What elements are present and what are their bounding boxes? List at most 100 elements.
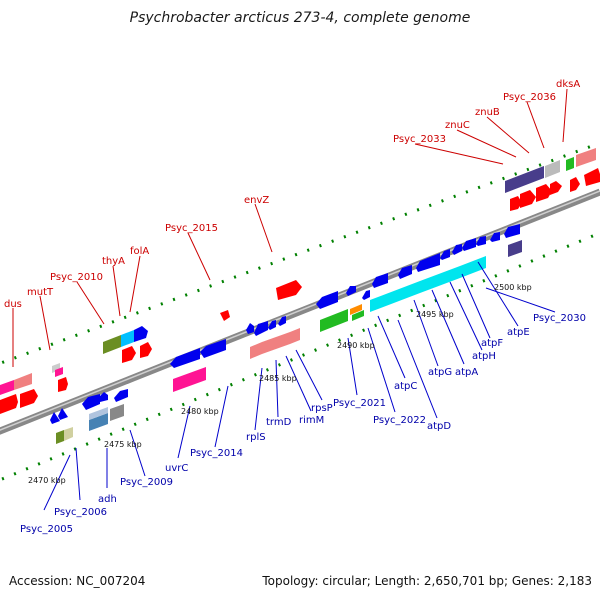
label-lines bbox=[12, 88, 568, 511]
gene-2033-block bbox=[505, 176, 518, 193]
scale-label: 2470 kbp bbox=[28, 476, 66, 485]
gene-znuB-arrow bbox=[536, 184, 552, 202]
gene-uvrC-block bbox=[173, 367, 206, 392]
gene-2036-block bbox=[545, 160, 560, 178]
gene-rplS-block bbox=[250, 342, 262, 359]
gene-atpD-cyan bbox=[370, 281, 420, 312]
gene-envZ-arrow bbox=[276, 280, 302, 300]
gene-2031-arrow bbox=[504, 224, 520, 238]
gene-label: atpH bbox=[472, 351, 496, 362]
gene-2039-arrow bbox=[584, 168, 600, 186]
gene-2010-arrow bbox=[58, 377, 68, 392]
scale-label: 2495 kbp bbox=[416, 310, 454, 319]
gene-rimM-arrow bbox=[268, 320, 276, 330]
gene-label: Psyc_2005 bbox=[20, 524, 73, 535]
gene-psyc2007-block bbox=[14, 373, 32, 390]
gene-dus-arrow bbox=[0, 394, 18, 414]
gene-atpF-arrow bbox=[452, 244, 462, 255]
gene-adh-top-arrow bbox=[98, 392, 108, 402]
gene-atpE-arrow bbox=[462, 238, 476, 251]
gene-rplS-arrow bbox=[246, 323, 254, 334]
gene-mutT-arrow bbox=[20, 389, 38, 408]
gene-2009-block bbox=[110, 404, 124, 421]
gene-2036-arrow bbox=[550, 181, 562, 195]
gene-label: Psyc_2022 bbox=[373, 415, 426, 426]
gene-adh-arrow bbox=[82, 394, 100, 410]
gene-label: Psyc_2010 bbox=[50, 272, 103, 283]
gene-2033-arrow bbox=[510, 196, 522, 211]
map-title: Psychrobacter arcticus 273-4, complete g… bbox=[130, 10, 471, 26]
gene-atpC-block-a bbox=[350, 304, 362, 315]
gene-2030-arrow bbox=[490, 232, 500, 242]
gene-2021-small bbox=[346, 286, 356, 296]
gene-label: atpG bbox=[428, 367, 452, 378]
gene-2006-arrow bbox=[58, 408, 68, 420]
gene-2030-block bbox=[508, 240, 522, 257]
gene-label: Psyc_2009 bbox=[120, 477, 173, 488]
lower-leader-lines bbox=[43, 261, 556, 511]
lower-gene-labels: Psyc_2005 Psyc_2006 adh Psyc_2009 uvrC P… bbox=[20, 313, 586, 535]
gene-adh-block bbox=[89, 413, 108, 431]
gene-2005-arrow bbox=[50, 412, 60, 424]
upper-leader-lines bbox=[12, 88, 568, 367]
gene-label: Psyc_2014 bbox=[190, 448, 243, 459]
gene-label: adh bbox=[98, 494, 117, 505]
gene-label: atpE bbox=[507, 327, 530, 338]
gene-label: mutT bbox=[27, 287, 54, 298]
gene-dksA-block bbox=[566, 157, 574, 171]
upper-strand-genes bbox=[0, 148, 600, 414]
gene-2014-arrow bbox=[200, 339, 226, 358]
gene-label: folA bbox=[130, 246, 149, 257]
gene-trmD-block bbox=[262, 337, 276, 354]
accession-text: Accession: NC_007204 bbox=[9, 574, 146, 588]
gene-znuC-block bbox=[518, 171, 531, 188]
gene-label: envZ bbox=[244, 195, 269, 206]
gene-label: znuB bbox=[475, 107, 500, 118]
gene-label: dus bbox=[4, 299, 22, 310]
gene-atpA-arrow bbox=[416, 253, 440, 272]
gene-atpD-arrow bbox=[372, 273, 388, 288]
gene-label: atpD bbox=[427, 421, 451, 432]
gene-label: atpA bbox=[455, 367, 478, 378]
gene-2005-block bbox=[56, 430, 64, 444]
gene-2009-arrow bbox=[114, 389, 128, 402]
gene-label: Psyc_2030 bbox=[533, 313, 586, 324]
gene-uvrC-arrow bbox=[170, 348, 200, 368]
gene-2022-block bbox=[320, 309, 348, 332]
gene-2012-arrow bbox=[122, 346, 136, 363]
gene-2013-arrow bbox=[140, 342, 152, 358]
gene-label: Psyc_2006 bbox=[54, 507, 107, 518]
gene-label: uvrC bbox=[165, 463, 188, 474]
scale-label: 2500 kbp bbox=[494, 283, 532, 292]
scale-label: 2480 kbp bbox=[181, 407, 219, 416]
gene-rpsP-block bbox=[290, 328, 300, 344]
gene-label: rimM bbox=[299, 415, 324, 426]
gene-dus-block bbox=[0, 380, 14, 395]
scale-label: 2475 kbp bbox=[104, 440, 142, 449]
gene-atpH-arrow bbox=[440, 249, 450, 260]
gene-label: rpsP bbox=[311, 403, 333, 414]
gene-dksA-arrow bbox=[570, 177, 580, 192]
gene-2038-block bbox=[576, 148, 596, 167]
gene-label: Psyc_2021 bbox=[333, 398, 386, 409]
gene-label: rplS bbox=[246, 432, 266, 443]
gene-folA-arrow bbox=[134, 326, 148, 342]
gene-2006-block bbox=[64, 427, 73, 441]
gene-trmD-arrow bbox=[254, 321, 268, 336]
gene-label: Psyc_2036 bbox=[503, 92, 556, 103]
gene-2021-arrow bbox=[316, 291, 338, 309]
gene-adh-block-light bbox=[89, 407, 108, 420]
gene-2015-arrow bbox=[220, 310, 230, 321]
gene-znuB-block bbox=[531, 166, 544, 183]
gene-rimM-block bbox=[276, 332, 290, 349]
gene-znuC-arrow bbox=[520, 190, 536, 208]
lower-strand-genes bbox=[50, 224, 522, 444]
genome-summary-text: Topology: circular; Length: 2,650,701 bp… bbox=[262, 574, 592, 588]
upper-gene-labels: dus mutT Psyc_2010 thyA folA Psyc_2015 e… bbox=[4, 79, 580, 310]
gene-label: Psyc_2015 bbox=[165, 223, 218, 234]
gene-folA-block bbox=[121, 330, 134, 347]
scale-label: 2490 kbp bbox=[337, 341, 375, 350]
gene-label: znuC bbox=[445, 120, 470, 131]
gene-atpB-arrow bbox=[476, 236, 486, 246]
